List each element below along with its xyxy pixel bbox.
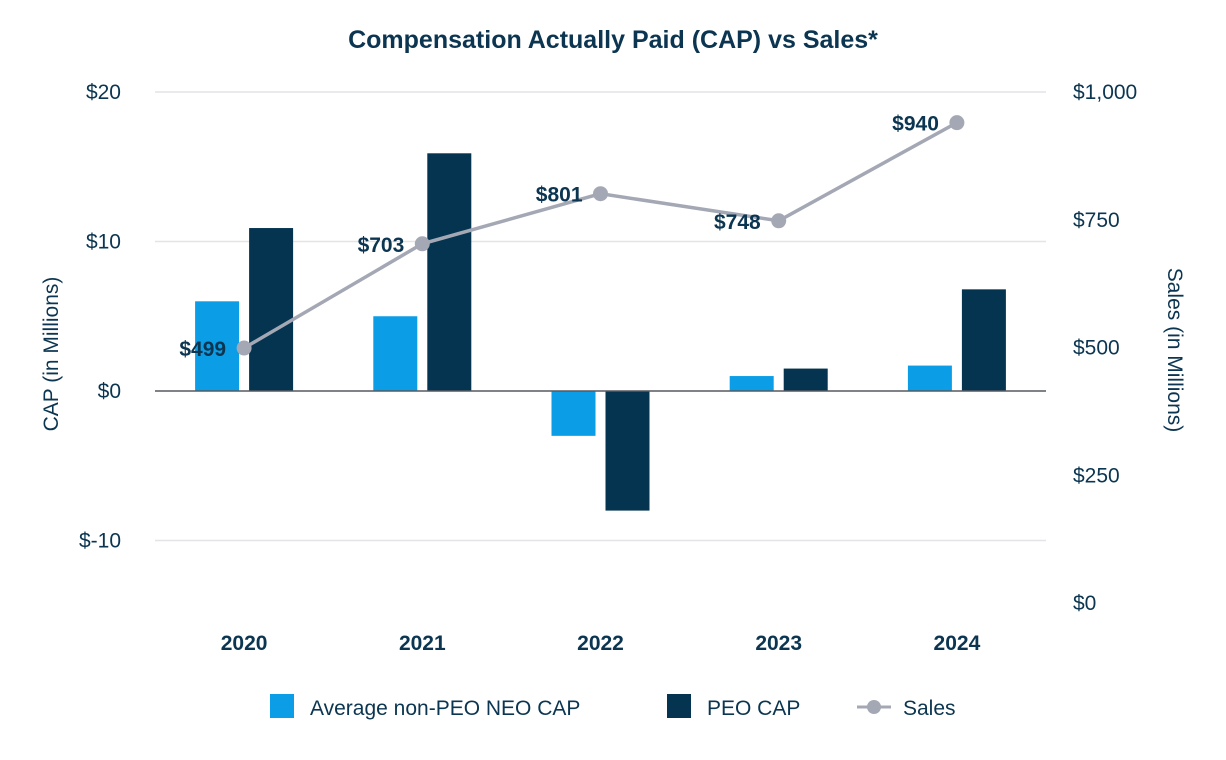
sales-point bbox=[236, 340, 252, 356]
sales-point bbox=[949, 115, 965, 131]
legend-label-avg-neo-cap: Average non-PEO NEO CAP bbox=[310, 697, 580, 720]
left-tick-label: $20 bbox=[86, 81, 121, 104]
category-label: 2020 bbox=[221, 632, 268, 655]
bar-avg-neo-cap-2024 bbox=[907, 365, 952, 391]
category-labels: 2020 2021 2022 2023 2024 bbox=[221, 632, 981, 655]
legend-marker-sales bbox=[867, 700, 881, 714]
sales-data-label: $499 bbox=[179, 338, 226, 361]
left-tick-label: $10 bbox=[86, 231, 121, 254]
sales-point bbox=[414, 236, 430, 252]
left-tick-label: $0 bbox=[98, 380, 121, 403]
sales-data-label: $801 bbox=[536, 184, 583, 207]
right-tick-label: $750 bbox=[1073, 209, 1120, 232]
legend-label-peo-cap: PEO CAP bbox=[707, 697, 800, 720]
right-tick-label: $0 bbox=[1073, 592, 1096, 615]
chart-title: Compensation Actually Paid (CAP) vs Sale… bbox=[348, 26, 878, 54]
sales-data-label: $703 bbox=[358, 234, 405, 257]
bar-peo-cap-2024 bbox=[961, 289, 1006, 391]
legend: Average non-PEO NEO CAP PEO CAP Sales bbox=[270, 694, 956, 720]
legend-swatch-peo-cap bbox=[667, 694, 691, 718]
legend-label-sales: Sales bbox=[903, 697, 956, 720]
bar-avg-neo-cap-2020 bbox=[195, 301, 240, 391]
right-axis-title: Sales (in Millions) bbox=[1163, 268, 1186, 433]
sales-line bbox=[243, 121, 958, 350]
sales-data-label: $940 bbox=[892, 113, 939, 136]
left-axis-ticks: $20 $10 $0 $-10 bbox=[79, 81, 121, 553]
sales-point bbox=[771, 213, 787, 229]
bar-peo-cap-2020 bbox=[249, 228, 294, 391]
category-label: 2023 bbox=[755, 632, 802, 655]
right-tick-label: $1,000 bbox=[1073, 81, 1137, 104]
category-label: 2024 bbox=[934, 632, 981, 655]
bar-peo-cap-2021 bbox=[427, 153, 472, 391]
bar-avg-neo-cap-2023 bbox=[729, 376, 774, 391]
right-tick-label: $500 bbox=[1073, 337, 1120, 360]
sales-line-series: $499 $703 $801 $748 $940 bbox=[179, 113, 965, 361]
bar-avg-neo-cap-2022 bbox=[551, 391, 596, 436]
gridlines bbox=[155, 91, 1046, 542]
left-axis-title: CAP (in Millions) bbox=[40, 277, 63, 432]
sales-data-label: $748 bbox=[714, 211, 761, 234]
legend-swatch-avg-neo-cap bbox=[270, 694, 294, 718]
sales-point bbox=[593, 186, 608, 202]
left-tick-label: $-10 bbox=[79, 530, 121, 553]
right-axis-ticks: $1,000 $750 $500 $250 $0 bbox=[1073, 81, 1137, 615]
right-tick-label: $250 bbox=[1073, 464, 1120, 487]
category-label: 2022 bbox=[577, 632, 624, 655]
bar-peo-cap-2023 bbox=[783, 368, 828, 391]
bar-peo-cap-2022 bbox=[605, 391, 650, 511]
bar-avg-neo-cap-2021 bbox=[373, 316, 418, 391]
bars bbox=[195, 153, 1006, 511]
category-label: 2021 bbox=[399, 632, 446, 655]
